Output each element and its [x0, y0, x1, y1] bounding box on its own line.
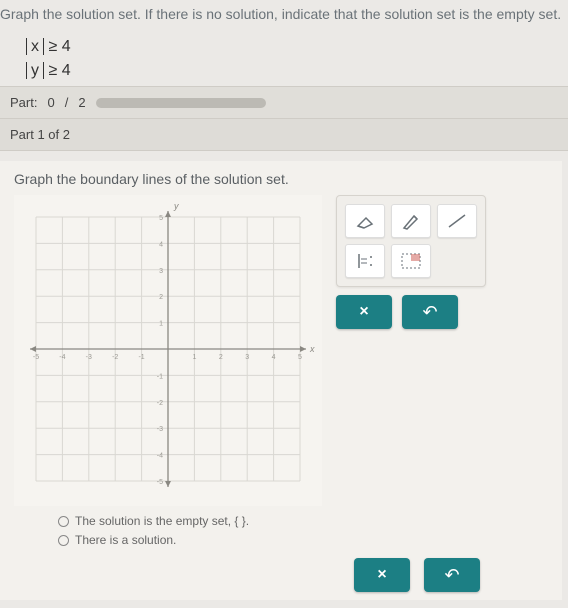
- part-total: 2: [78, 95, 85, 110]
- svg-text:-3: -3: [157, 426, 163, 433]
- svg-text:-2: -2: [157, 400, 163, 407]
- undo-icon: ↶: [444, 565, 459, 586]
- x-icon: ×: [359, 303, 368, 321]
- undo-icon: ↶: [422, 302, 437, 323]
- radio-icon: [58, 535, 69, 546]
- svg-text:1: 1: [159, 321, 163, 328]
- svg-text:-2: -2: [112, 354, 118, 361]
- svg-text:-4: -4: [157, 453, 163, 460]
- inequality-2: y ≥ 4: [26, 62, 568, 80]
- graph-area[interactable]: -5-4-3-2-112345-5-4-3-2-112345xy: [14, 195, 322, 506]
- question-prompt: Graph the solution set. If there is no s…: [0, 0, 568, 32]
- eraser-icon: [354, 212, 376, 230]
- svg-text:-4: -4: [59, 354, 65, 361]
- option-label: The solution is the empty set, { }.: [75, 512, 249, 531]
- clear-button[interactable]: ×: [336, 295, 392, 329]
- option-has-solution[interactable]: There is a solution.: [58, 531, 249, 550]
- svg-text:x: x: [309, 344, 315, 354]
- option-label: There is a solution.: [75, 531, 176, 550]
- svg-text:-5: -5: [157, 479, 163, 486]
- clear-button-2[interactable]: ×: [354, 558, 410, 592]
- option-empty-set[interactable]: The solution is the empty set, { }.: [58, 512, 249, 531]
- line-icon: [446, 212, 468, 230]
- svg-text:4: 4: [272, 354, 276, 361]
- svg-text:2: 2: [219, 354, 223, 361]
- radio-icon: [58, 516, 69, 527]
- svg-text:4: 4: [159, 241, 163, 248]
- halfplane-tool[interactable]: [345, 244, 385, 278]
- part-sep: /: [65, 95, 69, 110]
- svg-text:-1: -1: [157, 373, 163, 380]
- eraser-tool[interactable]: [345, 204, 385, 238]
- part-progress-bar: Part: 0 / 2: [0, 86, 568, 119]
- svg-text:y: y: [173, 201, 179, 211]
- region-icon: [399, 251, 423, 271]
- part-done: 0: [47, 95, 54, 110]
- svg-text:1: 1: [192, 354, 196, 361]
- x-icon: ×: [377, 566, 386, 584]
- svg-text:-5: -5: [33, 354, 39, 361]
- svg-text:5: 5: [298, 354, 302, 361]
- svg-text:2: 2: [159, 294, 163, 301]
- question-card: Graph the boundary lines of the solution…: [0, 161, 562, 600]
- svg-text:5: 5: [159, 215, 163, 222]
- inequality-1: x ≥ 4: [26, 38, 568, 56]
- pencil-icon: [400, 212, 422, 230]
- subpart-label: Part 1 of 2: [0, 119, 568, 151]
- svg-text:3: 3: [245, 354, 249, 361]
- svg-text:-1: -1: [138, 354, 144, 361]
- card-instruction: Graph the boundary lines of the solution…: [14, 171, 552, 187]
- answer-options: The solution is the empty set, { }. Ther…: [58, 512, 249, 550]
- svg-text:3: 3: [159, 268, 163, 275]
- pencil-tool[interactable]: [391, 204, 431, 238]
- part-label: Part:: [10, 95, 37, 110]
- undo-button[interactable]: ↶: [402, 295, 458, 329]
- svg-text:-3: -3: [86, 354, 92, 361]
- line-tool[interactable]: [437, 204, 477, 238]
- undo-button-2[interactable]: ↶: [424, 558, 480, 592]
- half-plane-icon: [353, 251, 377, 271]
- region-tool[interactable]: [391, 244, 431, 278]
- progress-track: [96, 98, 266, 108]
- tool-panel: × ↶: [336, 195, 486, 329]
